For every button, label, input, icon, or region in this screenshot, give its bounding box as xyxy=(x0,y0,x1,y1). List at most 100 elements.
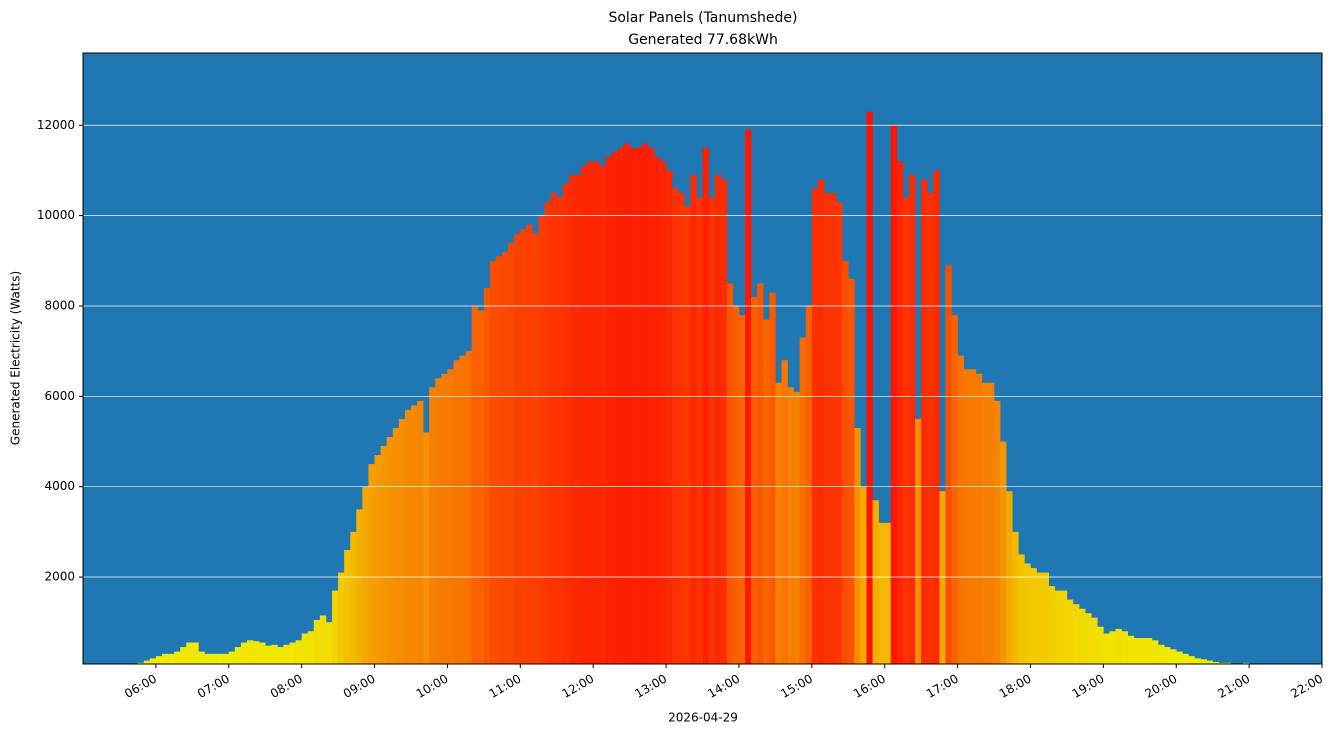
bar xyxy=(174,651,181,664)
bar xyxy=(927,193,934,664)
bar xyxy=(532,233,539,664)
bar xyxy=(666,170,673,664)
chart-subtitle: Generated 77.68kWh xyxy=(628,32,778,48)
bar xyxy=(684,206,691,664)
bar xyxy=(830,193,837,664)
bar xyxy=(720,179,728,664)
bar xyxy=(726,283,734,664)
bar xyxy=(295,640,302,664)
bar xyxy=(1060,590,1068,664)
bar xyxy=(878,522,886,664)
bar xyxy=(1121,631,1128,664)
bar xyxy=(1200,659,1207,664)
bar xyxy=(751,296,758,664)
y-tick-label: 8000 xyxy=(44,298,75,312)
bar xyxy=(623,143,630,664)
bar xyxy=(1000,441,1007,664)
bar xyxy=(672,188,679,664)
bar xyxy=(994,400,1001,664)
bar xyxy=(933,170,940,664)
bar xyxy=(1054,590,1062,664)
x-tick-label: 11:00 xyxy=(487,672,524,701)
bar xyxy=(313,619,321,664)
bar xyxy=(574,174,582,664)
bar xyxy=(380,446,387,664)
bar xyxy=(477,310,485,664)
x-tick-label: 06:00 xyxy=(122,672,159,701)
bar xyxy=(763,319,770,664)
x-tick-label: 10:00 xyxy=(414,672,451,701)
bar xyxy=(459,355,466,664)
bar xyxy=(599,165,606,664)
bar xyxy=(1145,638,1153,664)
bar xyxy=(860,486,867,664)
bar xyxy=(417,400,424,664)
bar xyxy=(981,382,989,664)
bar xyxy=(836,202,843,664)
bar xyxy=(204,653,211,664)
bar xyxy=(890,125,898,664)
bar xyxy=(325,622,333,664)
x-tick-label: 15:00 xyxy=(778,672,815,701)
bar xyxy=(1133,638,1141,664)
chart-title: Solar Panels (Tanumshede) xyxy=(608,10,797,26)
y-tick-label: 6000 xyxy=(44,389,75,403)
x-tick-label: 13:00 xyxy=(632,672,669,701)
bar xyxy=(386,436,394,664)
bar xyxy=(1036,572,1043,664)
bar xyxy=(301,633,309,664)
bar xyxy=(909,174,916,664)
bar xyxy=(702,147,709,664)
bar xyxy=(374,455,381,664)
bar xyxy=(180,647,187,664)
x-tick-label: 09:00 xyxy=(341,672,378,701)
bar xyxy=(1194,658,1201,664)
x-tick-label: 16:00 xyxy=(851,672,888,701)
bar xyxy=(1164,647,1171,664)
bar xyxy=(137,662,145,664)
bar xyxy=(793,391,800,664)
bar xyxy=(915,418,922,664)
bar xyxy=(945,265,952,664)
bar xyxy=(441,373,448,664)
bar xyxy=(1012,531,1019,664)
bar xyxy=(155,656,163,664)
bar xyxy=(1066,599,1074,664)
bar xyxy=(410,405,418,664)
bar xyxy=(271,644,278,664)
x-tick-label: 08:00 xyxy=(268,672,305,701)
bar xyxy=(514,233,521,664)
x-tick-label: 21:00 xyxy=(1215,672,1252,701)
bar xyxy=(854,427,861,664)
bar xyxy=(502,251,509,664)
bar xyxy=(168,653,175,664)
bar xyxy=(1243,662,1250,664)
bar xyxy=(1158,644,1165,664)
bar xyxy=(1018,554,1025,664)
bar xyxy=(538,215,545,664)
bar xyxy=(429,387,436,664)
bar xyxy=(350,531,357,664)
bar xyxy=(526,224,533,664)
bar xyxy=(1097,626,1104,664)
bar xyxy=(678,193,685,664)
bar xyxy=(817,179,825,664)
bar xyxy=(143,660,151,664)
bar xyxy=(508,242,515,664)
bar xyxy=(659,161,667,664)
bar xyxy=(253,641,260,664)
bar xyxy=(1127,635,1135,664)
bar xyxy=(690,174,697,664)
bar xyxy=(811,188,819,664)
bar xyxy=(757,283,764,664)
bar xyxy=(246,640,254,664)
bar xyxy=(775,382,782,664)
bar xyxy=(496,256,503,664)
y-axis-label: Generated Electricity (Watts) xyxy=(9,271,23,445)
bar xyxy=(192,642,199,664)
bar xyxy=(799,337,807,664)
bar xyxy=(392,427,400,664)
bar xyxy=(1139,638,1147,664)
bar xyxy=(617,147,624,664)
bar xyxy=(228,651,236,664)
